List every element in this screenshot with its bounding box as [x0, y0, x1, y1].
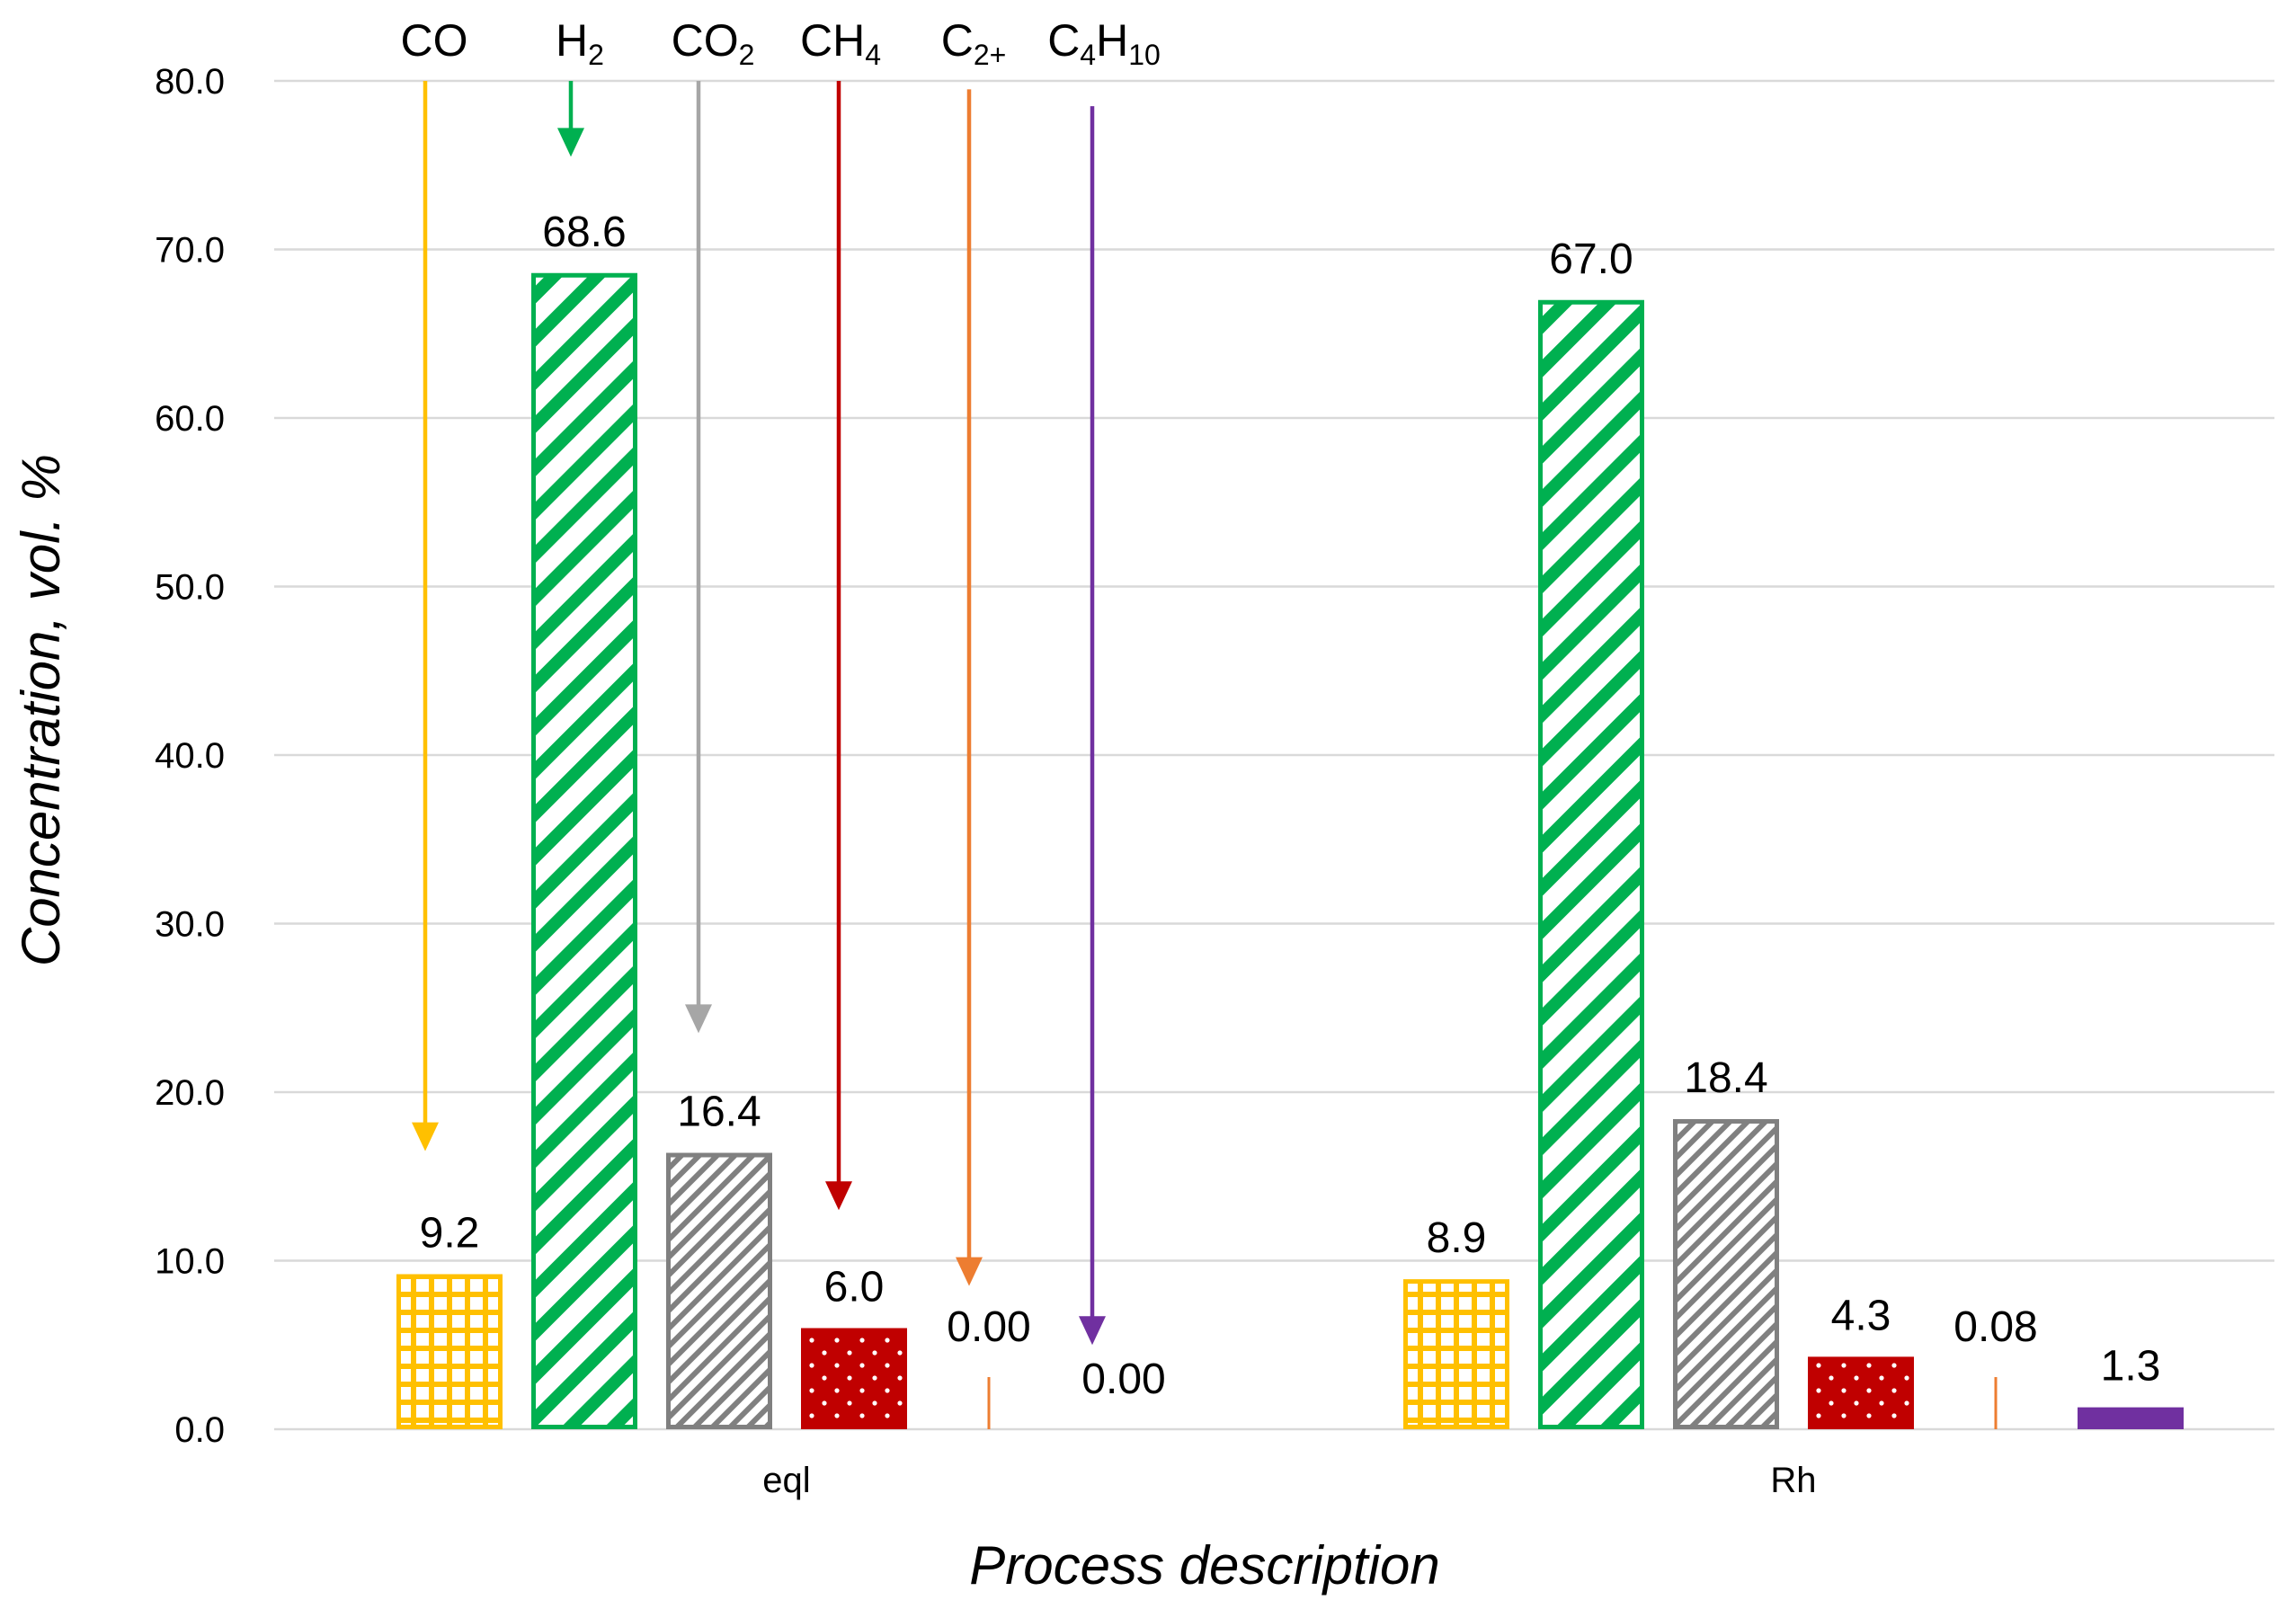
data-label-H2-Rh: 67.0 [1549, 236, 1633, 283]
series-name-C2+: C2+ [941, 15, 1007, 71]
x-axis-title: Process description [969, 1535, 1440, 1596]
data-label-CH4-Rh: 4.3 [1831, 1292, 1891, 1339]
bar-CO2-Rh [1673, 1119, 1779, 1429]
category-label: eql [762, 1461, 810, 1500]
y-tick-label: 80.0 [155, 62, 225, 102]
bar-CO-Rh [1403, 1279, 1509, 1429]
arrow-CO2 [685, 81, 712, 1034]
y-tick-label: 30.0 [155, 905, 225, 945]
series-name-H2: H2 [556, 15, 604, 71]
arrow-CH4 [825, 81, 852, 1211]
data-label-C4H10-Rh: 1.3 [2101, 1343, 2161, 1391]
bar-CH4-Rh [1808, 1356, 1914, 1429]
series-name-CH4: CH4 [800, 15, 881, 71]
y-tick-label: 60.0 [155, 399, 225, 439]
bar-CO-eql [396, 1274, 503, 1429]
y-tick-label: 40.0 [155, 736, 225, 776]
y-tick-label: 0.0 [174, 1410, 225, 1450]
bars [396, 272, 2184, 1429]
y-axis-title: Concentration, vol. % [11, 454, 71, 966]
y-tick-label: 10.0 [155, 1242, 225, 1282]
arrow-C4H10 [1079, 106, 1106, 1346]
bar-H2-eql [531, 272, 637, 1429]
data-label-H2-eql: 68.6 [542, 209, 626, 256]
data-label-CO2-Rh: 18.4 [1684, 1054, 1767, 1102]
data-label-C4H10-eql: 0.00 [1081, 1356, 1165, 1403]
series-name-CO: CO [401, 15, 468, 66]
y-tick-label: 70.0 [155, 231, 225, 271]
category-labels: eql Rh [762, 1461, 1816, 1500]
bar-C4H10-Rh [2078, 1407, 2184, 1429]
bar-CH4-eql [801, 1328, 907, 1429]
annotation-arrows [412, 81, 1106, 1346]
data-label-C2+-eql: 0.00 [947, 1303, 1030, 1351]
series-name-C4H10: C4H10 [1047, 15, 1161, 71]
arrow-CO [412, 81, 439, 1151]
category-label: Rh [1770, 1461, 1816, 1500]
bar-CO2-eql [666, 1152, 772, 1429]
y-tick-label: 20.0 [155, 1073, 225, 1113]
arrow-H2 [557, 81, 584, 157]
y-axis-ticks: 0.0 10.0 20.0 30.0 40.0 50.0 60.0 70.0 80.0 [155, 62, 225, 1450]
series-labels: CO H2 CO2 CH4 C2+ C4H10 [401, 15, 1161, 71]
data-label-CH4-eql: 6.0 [824, 1264, 885, 1311]
arrow-C2+ [956, 89, 983, 1286]
bar-H2-Rh [1538, 299, 1644, 1429]
data-label-CO-eql: 9.2 [420, 1210, 480, 1258]
data-labels: 9.2 68.6 16.4 6.0 0.00 0.00 8.9 67.0 18.4 4.3 0.08… [420, 209, 2161, 1403]
y-tick-label: 50.0 [155, 568, 225, 608]
series-name-CO2: CO2 [672, 15, 755, 71]
data-label-CO-Rh: 8.9 [1427, 1214, 1487, 1262]
data-label-CO2-eql: 16.4 [677, 1089, 761, 1136]
data-label-C2+-Rh: 0.08 [1953, 1303, 2037, 1351]
